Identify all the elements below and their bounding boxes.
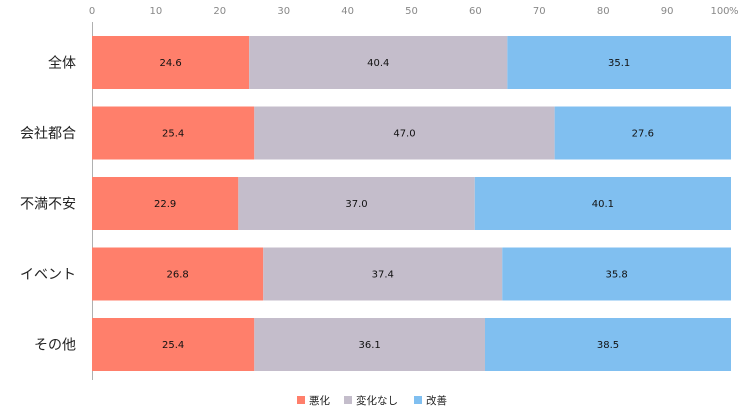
bar-segment	[92, 106, 255, 160]
x-unit-label: %	[729, 6, 739, 17]
bar-segment	[254, 318, 485, 371]
data-label: 35.8	[605, 270, 627, 281]
category-label: 全体	[48, 55, 76, 72]
category-label: 会社都合	[20, 126, 76, 142]
bar-segment	[238, 177, 475, 230]
x-tick-label: 30	[277, 6, 290, 17]
bar-segment	[92, 36, 250, 89]
category-label: イベント	[20, 267, 76, 283]
category-label: 不満不安	[20, 197, 76, 213]
data-label: 24.6	[159, 58, 181, 69]
legend: 悪化 変化なし 改善	[297, 394, 447, 407]
x-tick-label: 10	[150, 6, 163, 17]
bar-segment	[263, 247, 503, 301]
bar-segment	[502, 247, 731, 301]
data-label: 37.0	[345, 199, 367, 210]
x-tick-label: 20	[213, 6, 226, 17]
data-label: 38.5	[597, 340, 619, 351]
bar-segment	[92, 177, 239, 230]
data-label: 25.4	[162, 129, 184, 140]
data-label: 36.1	[359, 340, 381, 351]
x-tick-label: 70	[533, 6, 546, 17]
bar-segment	[474, 177, 731, 230]
legend-label: 変化なし	[356, 394, 398, 407]
data-label: 25.4	[162, 340, 184, 351]
legend-label: 悪化	[309, 394, 330, 407]
legend-swatch	[414, 396, 422, 404]
data-label: 26.8	[166, 270, 188, 281]
x-tick-label: 40	[341, 6, 354, 17]
bar-segment	[92, 318, 255, 371]
bar-segment	[554, 106, 731, 160]
x-tick-label: 50	[405, 6, 418, 17]
category-label: その他	[34, 338, 76, 354]
x-tick-label: 0	[89, 6, 95, 17]
bar-segment	[507, 36, 731, 89]
x-tick-label: 80	[597, 6, 610, 17]
data-label: 22.9	[154, 199, 176, 210]
data-label: 40.4	[367, 58, 389, 69]
data-label: 40.1	[592, 199, 614, 210]
data-label: 47.0	[393, 129, 415, 140]
x-tick-label: 90	[661, 6, 674, 17]
bars: 24.6 40.4 35.1 25.4 47.0 27.6 22.9 37.0 40.1 26.8…	[92, 36, 731, 371]
data-label: 35.1	[608, 58, 630, 69]
x-tick-label: 60	[469, 6, 482, 17]
x-tick-label: 100	[710, 6, 729, 17]
legend-swatch	[297, 396, 305, 404]
bar-segment	[484, 318, 731, 371]
data-label: 27.6	[632, 129, 654, 140]
bar-segment	[92, 247, 264, 301]
bar-segment	[254, 106, 555, 160]
data-label: 37.4	[372, 270, 394, 281]
bar-segment	[249, 36, 508, 89]
legend-label: 改善	[426, 394, 447, 407]
legend-swatch	[344, 396, 352, 404]
